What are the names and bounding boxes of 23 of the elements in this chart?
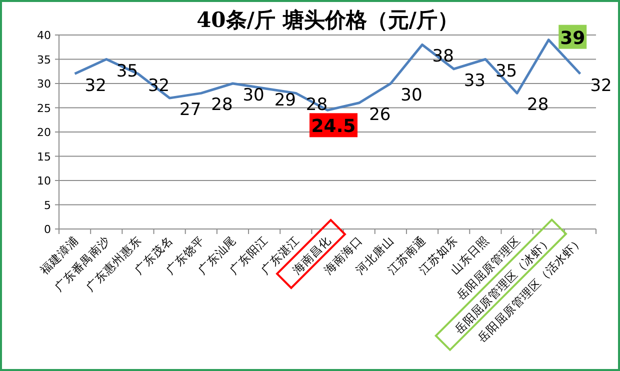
y-tick-label: 20 bbox=[37, 126, 51, 139]
data-label: 33 bbox=[464, 70, 486, 91]
y-tick-label: 5 bbox=[44, 198, 51, 212]
data-label: 28 bbox=[211, 95, 233, 116]
data-label: 30 bbox=[242, 86, 264, 106]
data-label: 29 bbox=[274, 90, 296, 110]
data-label: 24.5 bbox=[311, 116, 356, 138]
data-label: 32 bbox=[84, 76, 106, 96]
y-tick-label: 25 bbox=[37, 102, 51, 115]
y-tick-label: 15 bbox=[37, 150, 51, 164]
data-label: 30 bbox=[400, 86, 422, 106]
data-label: 27 bbox=[180, 100, 202, 120]
y-tick-label: 30 bbox=[37, 78, 51, 90]
y-tick-label: 0 bbox=[44, 223, 51, 236]
y-tick-label: 40 bbox=[37, 29, 51, 42]
y-tick-label: 35 bbox=[37, 53, 51, 66]
y-tick-label: 10 bbox=[37, 174, 51, 188]
data-label: 28 bbox=[527, 95, 549, 116]
data-label: 35 bbox=[495, 61, 518, 82]
chart-title: 40条/斤 塘头价格（元/斤） bbox=[196, 7, 458, 32]
data-label: 32 bbox=[590, 76, 612, 96]
data-label: 39 bbox=[560, 28, 586, 49]
data-label: 26 bbox=[369, 104, 391, 125]
